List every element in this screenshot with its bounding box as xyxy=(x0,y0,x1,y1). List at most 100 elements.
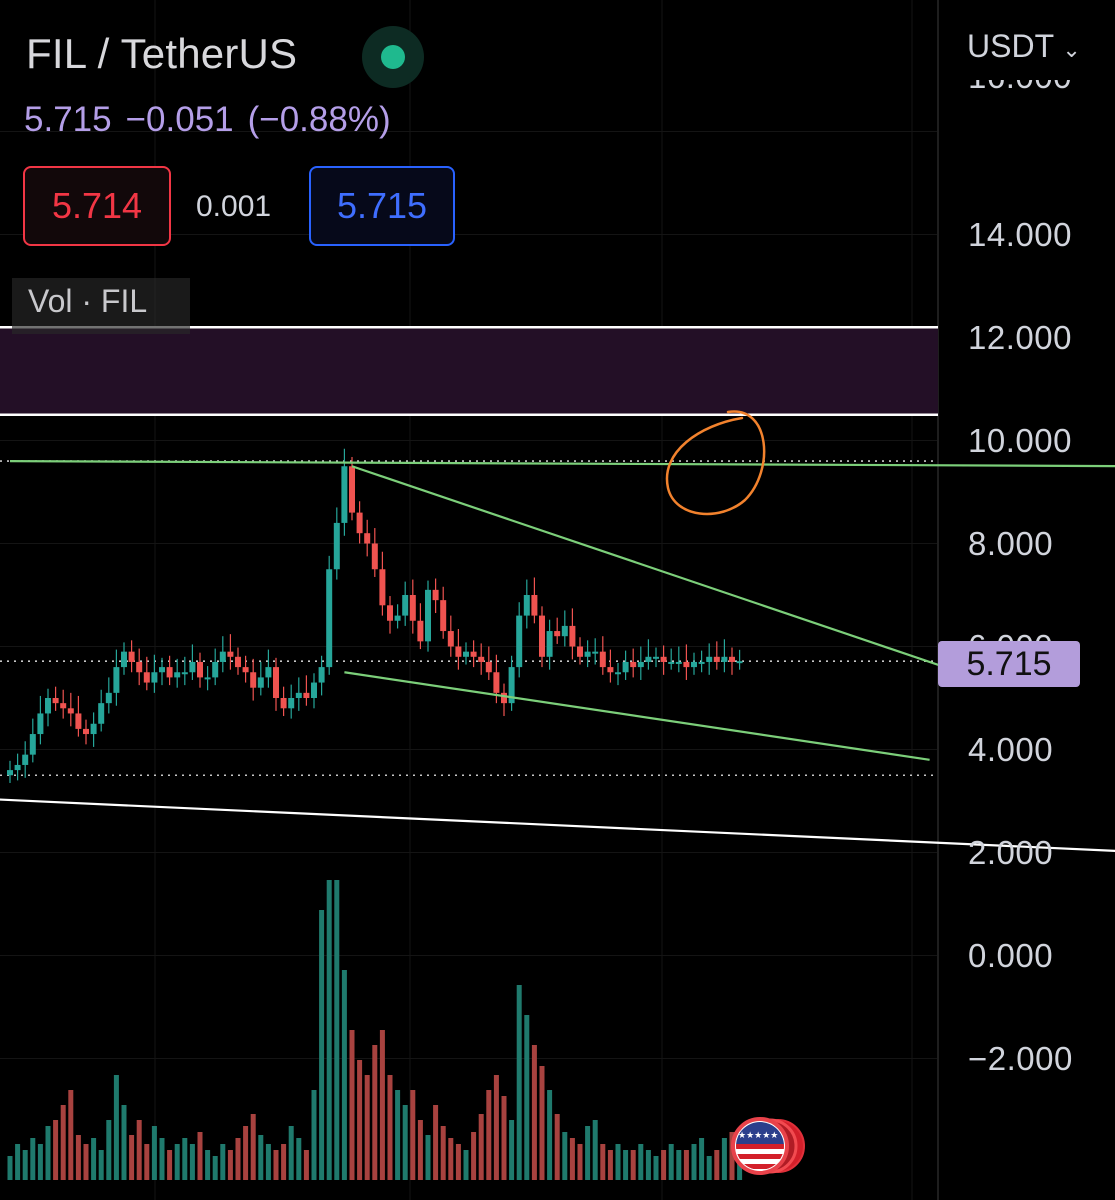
candle-body xyxy=(7,770,13,776)
volume-bar xyxy=(250,1114,256,1180)
candle-body xyxy=(379,569,386,606)
volume-bar xyxy=(577,1144,583,1180)
candle-body xyxy=(470,651,477,657)
candle-body xyxy=(440,600,447,632)
volume-bar xyxy=(372,1045,378,1180)
candle xyxy=(159,657,165,686)
volume-bar xyxy=(45,1126,51,1180)
candle-body xyxy=(577,646,583,657)
candle-body xyxy=(349,466,355,513)
candle-body xyxy=(501,692,507,704)
volume-bar xyxy=(630,1150,636,1180)
candle-body xyxy=(653,656,659,659)
candle-body xyxy=(235,656,241,668)
candle xyxy=(105,677,112,714)
candle-body xyxy=(174,672,181,678)
candle-body xyxy=(98,703,105,724)
volume-bar xyxy=(410,1090,416,1180)
candle-body xyxy=(668,661,675,664)
candle-body xyxy=(227,651,234,657)
candle xyxy=(174,658,181,688)
svg-text:★★★★★: ★★★★★ xyxy=(738,1131,778,1141)
candle-body xyxy=(463,651,469,657)
volume-bar xyxy=(531,1045,537,1180)
candle xyxy=(235,647,241,675)
candle-body xyxy=(143,672,150,683)
volume-bar xyxy=(524,1015,530,1180)
volume-bar xyxy=(486,1090,492,1180)
volume-bar xyxy=(623,1150,629,1180)
candle xyxy=(166,655,173,686)
candle-body xyxy=(425,589,431,642)
volume-bar xyxy=(303,1150,309,1180)
currency-selector[interactable]: USDT ⌄ xyxy=(967,28,1081,65)
candle-body xyxy=(37,713,44,735)
trendlines xyxy=(0,460,1115,852)
volume-bar xyxy=(509,1120,515,1180)
volume-bar xyxy=(281,1144,287,1180)
candle-body xyxy=(326,569,333,668)
candle xyxy=(561,610,568,647)
volume-bar xyxy=(493,1075,499,1180)
us-flag-icon[interactable]: ★★★★★ xyxy=(726,1114,806,1178)
candle-body xyxy=(181,672,188,675)
volume-bar xyxy=(661,1150,667,1180)
candle xyxy=(181,656,188,686)
candle-body xyxy=(691,661,697,668)
candle xyxy=(425,580,431,652)
volume-bar xyxy=(440,1126,446,1180)
candle xyxy=(52,686,59,711)
candle xyxy=(333,507,340,580)
candle xyxy=(523,579,530,629)
candle-body xyxy=(523,595,530,616)
candle-body xyxy=(212,661,219,678)
candle-body xyxy=(531,595,538,616)
candle-body xyxy=(516,615,523,668)
volume-bar xyxy=(83,1144,89,1180)
candle xyxy=(295,677,302,711)
candle-body xyxy=(554,631,561,637)
volume-bar xyxy=(448,1138,454,1180)
axis-tick-label: 12.000 xyxy=(968,318,1072,356)
candle xyxy=(394,604,401,629)
volume-bar xyxy=(174,1144,180,1180)
buy-price-button[interactable]: 5.715 xyxy=(309,166,455,246)
candle-body xyxy=(159,667,165,673)
candle-body xyxy=(409,595,416,621)
sell-price-button[interactable]: 5.714 xyxy=(23,166,171,246)
volume-legend[interactable]: Vol · FIL xyxy=(12,278,190,334)
candle xyxy=(417,603,424,650)
candle xyxy=(371,528,378,577)
price-change: −0.051 xyxy=(125,100,234,139)
volume-bar xyxy=(729,1132,735,1180)
candle xyxy=(197,652,203,688)
candle-body xyxy=(242,667,249,673)
symbol-title[interactable]: FIL / TetherUS xyxy=(26,30,298,77)
volume-bar xyxy=(106,1120,112,1180)
candle xyxy=(204,666,211,691)
volume-bar xyxy=(463,1150,469,1180)
volume-bar xyxy=(364,1075,370,1180)
volume-bar xyxy=(243,1126,249,1180)
chart-header: FIL / TetherUS xyxy=(26,30,297,78)
candle-body xyxy=(75,713,82,729)
candle xyxy=(318,655,325,696)
candle-body xyxy=(341,466,348,523)
candle-body xyxy=(660,656,667,662)
candle xyxy=(242,655,249,683)
candle xyxy=(151,654,158,693)
volume-bar xyxy=(554,1114,560,1180)
candle xyxy=(257,661,264,696)
currency-label: USDT xyxy=(967,28,1054,64)
annotation-circle-path xyxy=(665,410,766,516)
candle xyxy=(303,675,310,706)
volume-bar xyxy=(653,1156,659,1180)
candle xyxy=(356,501,363,544)
candle-body xyxy=(189,661,196,673)
candle xyxy=(90,712,97,747)
candle xyxy=(645,639,652,670)
candle-body xyxy=(561,625,568,637)
volume-bar xyxy=(607,1150,613,1180)
candle xyxy=(280,686,287,717)
